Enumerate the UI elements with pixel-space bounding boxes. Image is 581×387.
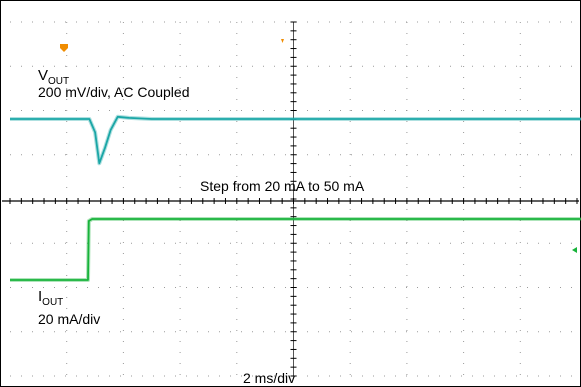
traces xyxy=(10,114,581,282)
iout-label: IOUT xyxy=(38,288,63,308)
vout-scale-label: 200 mV/div, AC Coupled xyxy=(38,84,190,100)
iout-trace xyxy=(10,218,581,281)
timebase-label: 2 ms/div xyxy=(243,370,295,386)
step-label: Step from 20 mA to 50 mA xyxy=(200,178,365,194)
vout-label: VOUT xyxy=(38,67,69,87)
iout-scale-label: 20 mA/div xyxy=(38,311,100,327)
vout-trace xyxy=(10,115,581,165)
trigger-marker-icon xyxy=(60,44,68,52)
trigger-position-icon xyxy=(281,39,284,43)
graticule xyxy=(2,21,579,377)
markers xyxy=(60,39,577,253)
level-marker-icon xyxy=(572,247,577,253)
